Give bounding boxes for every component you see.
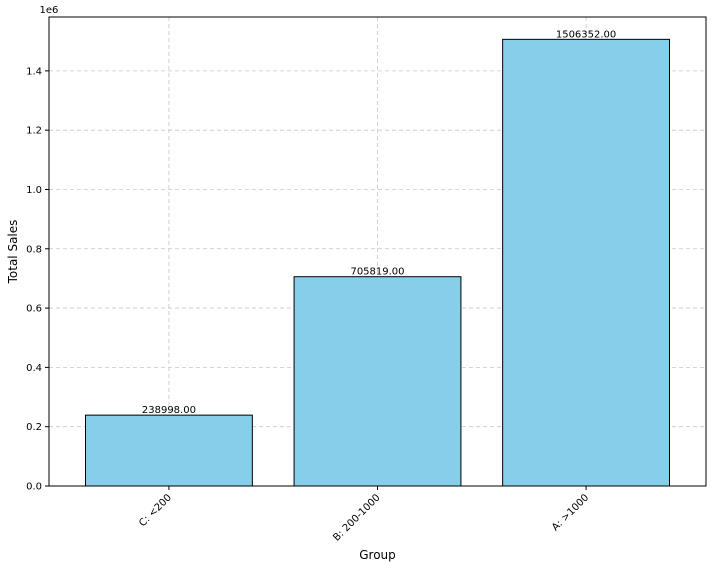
bar-value-label: 238998.00 bbox=[142, 405, 196, 416]
y-tick-label: 1.2 bbox=[26, 126, 42, 137]
x-tick-label: C: <200 bbox=[137, 492, 174, 529]
y-tick-label: 0.6 bbox=[26, 304, 42, 315]
y-axis-label: Total Sales bbox=[6, 220, 20, 285]
bar bbox=[503, 39, 670, 486]
bar-value-label: 1506352.00 bbox=[556, 29, 616, 40]
bar bbox=[294, 277, 461, 486]
x-axis-label: Group bbox=[359, 548, 396, 562]
y-offset-label: 1e6 bbox=[40, 5, 59, 16]
x-tick-label: A: >1000 bbox=[550, 492, 591, 533]
y-tick-label: 0.2 bbox=[26, 422, 42, 433]
y-tick-label: 0.0 bbox=[26, 482, 42, 493]
x-tick-label: B: 200-1000 bbox=[331, 492, 382, 543]
y-tick-label: 1.0 bbox=[26, 185, 42, 196]
y-tick-label: 1.4 bbox=[26, 66, 42, 77]
bar bbox=[86, 415, 253, 486]
y-tick-label: 0.4 bbox=[26, 363, 42, 374]
bar-value-label: 705819.00 bbox=[350, 267, 404, 278]
y-tick-label: 0.8 bbox=[26, 244, 42, 255]
